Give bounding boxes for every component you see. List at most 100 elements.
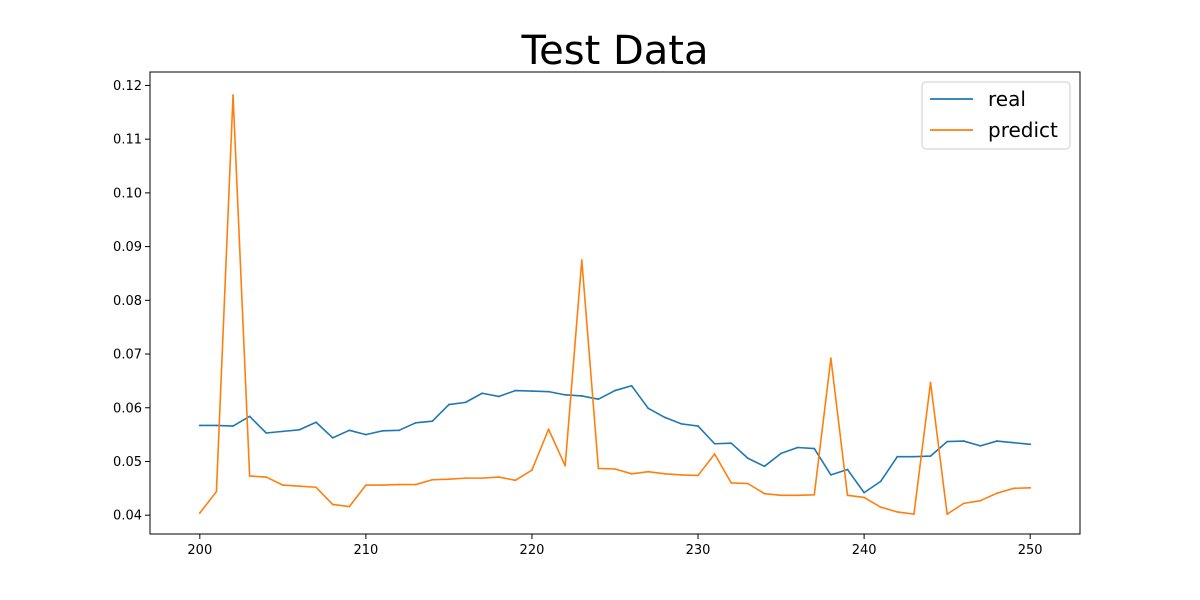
- y-tick-label: 0.09: [113, 240, 142, 255]
- data-point-predict: [962, 502, 965, 505]
- data-point-predict: [481, 477, 484, 480]
- data-point-real: [697, 425, 699, 427]
- data-point-real: [381, 429, 384, 432]
- data-point-predict: [1029, 486, 1032, 489]
- x-tick-label: 210: [353, 543, 378, 558]
- data-point-predict: [929, 381, 932, 384]
- data-point-real: [929, 455, 932, 458]
- data-point-real: [315, 421, 317, 424]
- data-point-real: [364, 433, 367, 436]
- data-point-real: [464, 401, 467, 404]
- data-point-predict: [647, 470, 650, 473]
- data-point-predict: [979, 499, 982, 502]
- data-point-real: [298, 428, 301, 431]
- y-tick-label: 0.12: [113, 79, 142, 94]
- data-point-real: [846, 468, 849, 471]
- data-point-predict: [996, 492, 998, 495]
- y-tick-label: 0.10: [113, 186, 142, 201]
- data-point-predict: [713, 453, 716, 455]
- data-point-real: [398, 429, 401, 432]
- data-point-real: [1012, 441, 1015, 444]
- data-point-real: [431, 420, 434, 423]
- data-point-real: [863, 491, 866, 494]
- x-tick-label: 240: [852, 543, 877, 558]
- data-point-predict: [730, 482, 733, 484]
- y-tick-label: 0.07: [113, 348, 142, 363]
- data-point-predict: [946, 513, 949, 516]
- data-point-predict: [514, 479, 517, 482]
- y-tick-label: 0.05: [113, 455, 142, 470]
- data-point-predict: [597, 467, 600, 470]
- data-point-predict: [697, 474, 699, 477]
- data-point-real: [630, 384, 633, 387]
- data-point-predict: [364, 484, 367, 487]
- data-point-real: [198, 424, 201, 427]
- data-point-real: [331, 436, 334, 439]
- data-point-predict: [198, 512, 201, 514]
- data-point-predict: [829, 357, 832, 360]
- data-point-predict: [448, 478, 450, 481]
- data-point-real: [879, 480, 882, 483]
- data-point-predict: [281, 484, 284, 487]
- data-point-real: [796, 446, 799, 449]
- data-point-real: [348, 429, 351, 432]
- data-point-predict: [630, 472, 633, 475]
- data-point-predict: [381, 484, 384, 487]
- data-point-real: [281, 430, 284, 433]
- chart-title: Test Data: [521, 28, 709, 74]
- data-point-real: [531, 390, 533, 393]
- data-point-real: [780, 452, 782, 455]
- data-point-predict: [265, 476, 268, 478]
- data-point-predict: [846, 494, 849, 497]
- legend: real predict: [921, 81, 1071, 150]
- series-line-predict: [199, 94, 1031, 515]
- data-point-predict: [580, 259, 583, 261]
- data-point-real: [1029, 443, 1032, 446]
- data-point-predict: [531, 469, 533, 471]
- data-point-predict: [331, 503, 334, 506]
- data-point-real: [979, 444, 982, 447]
- data-point-real: [730, 442, 733, 445]
- data-point-predict: [913, 513, 915, 516]
- x-tick-label: 200: [187, 543, 212, 558]
- series-line-real: [199, 384, 1031, 494]
- data-point-real: [713, 442, 716, 445]
- data-point-real: [763, 465, 766, 468]
- plot-frame: [149, 71, 1081, 535]
- data-point-real: [614, 389, 616, 392]
- data-point-real: [597, 398, 600, 401]
- data-point-predict: [398, 483, 401, 486]
- data-point-predict: [464, 477, 467, 480]
- y-tick-label: 0.04: [113, 509, 142, 524]
- data-point-predict: [863, 496, 866, 499]
- y-tick-label: 0.11: [113, 133, 142, 148]
- data-point-predict: [780, 494, 782, 497]
- data-point-real: [746, 457, 749, 460]
- data-point-real: [564, 393, 567, 396]
- data-point-real: [896, 455, 899, 458]
- data-point-real: [215, 424, 218, 427]
- data-point-real: [647, 407, 650, 410]
- data-point-predict: [315, 486, 317, 489]
- data-point-predict: [680, 474, 683, 476]
- data-point-real: [996, 440, 998, 442]
- data-point-predict: [431, 478, 434, 481]
- data-point-real: [580, 395, 583, 397]
- legend-label-predict: predict: [988, 118, 1058, 142]
- data-point-real: [946, 440, 949, 443]
- plot-area: [198, 94, 1032, 516]
- data-point-real: [248, 415, 251, 418]
- data-point-predict: [348, 505, 351, 508]
- data-point-predict: [763, 492, 766, 495]
- data-point-predict: [614, 468, 616, 470]
- data-point-predict: [879, 506, 882, 509]
- data-point-predict: [547, 428, 550, 431]
- data-point-real: [497, 395, 500, 398]
- data-point-predict: [248, 475, 251, 477]
- data-point-real: [813, 447, 816, 450]
- data-point-predict: [663, 472, 666, 475]
- data-point-predict: [746, 482, 749, 485]
- data-point-real: [265, 432, 268, 434]
- x-axis: 200 210 220 230 240 250: [187, 534, 1043, 558]
